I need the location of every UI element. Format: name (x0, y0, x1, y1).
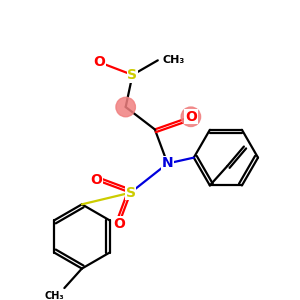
Text: S: S (125, 186, 136, 200)
Text: O: O (185, 110, 197, 124)
Text: CH₃: CH₃ (162, 55, 184, 65)
Circle shape (116, 97, 135, 117)
Text: O: O (94, 55, 105, 69)
Text: O: O (113, 217, 125, 231)
Text: N: N (162, 157, 173, 170)
Text: O: O (91, 173, 102, 187)
Circle shape (181, 107, 201, 127)
Text: S: S (128, 68, 137, 82)
Text: CH₃: CH₃ (45, 291, 64, 300)
